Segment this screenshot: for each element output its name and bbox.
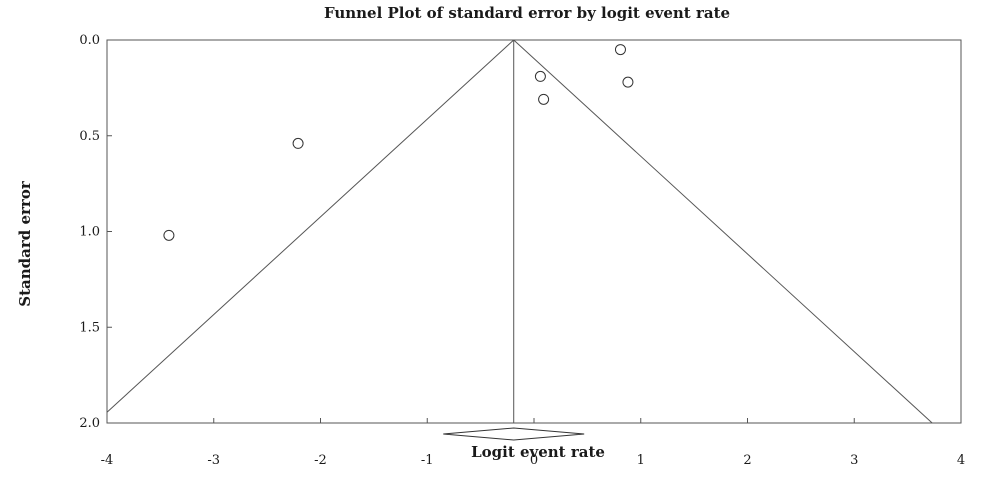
x-tick-label: -1 (421, 453, 434, 468)
study-point (534, 70, 546, 82)
funnel-right-line (513, 39, 933, 424)
study-point (538, 93, 550, 105)
y-tick-label: 2.0 (79, 416, 100, 431)
study-point (163, 229, 175, 241)
y-tick-label: 1.5 (79, 320, 100, 335)
study-point (292, 137, 304, 149)
y-tick-label: 0.5 (79, 129, 100, 144)
x-tick-label: 3 (850, 453, 858, 468)
y-tick-label: 0.0 (79, 33, 100, 48)
x-tick-label: 0 (530, 453, 538, 468)
summary-diamond-group (443, 427, 585, 441)
summary-diamond (443, 427, 585, 441)
x-tick-label: -2 (314, 453, 327, 468)
study-point (614, 44, 626, 56)
y-axis-label: Standard error (16, 180, 34, 307)
x-axis-label: Logit event rate (471, 443, 605, 461)
x-tick-label: 2 (743, 453, 751, 468)
x-tick-label: -4 (101, 453, 114, 468)
x-tick-label: 1 (637, 453, 645, 468)
study-point (622, 76, 634, 88)
y-tick-label: 1.0 (79, 225, 100, 240)
x-tick-label: 4 (957, 453, 965, 468)
x-axis: -4 -3 -2 -1 0 1 2 3 4 (101, 418, 965, 468)
x-tick-label: -3 (207, 453, 220, 468)
chart-title: Funnel Plot of standard error by logit e… (324, 4, 730, 22)
funnel-lines (106, 39, 933, 424)
plot-area-border (106, 39, 962, 424)
y-axis: 0.0 0.5 1.0 1.5 2.0 (79, 33, 112, 431)
study-points (163, 44, 634, 241)
funnel-left-line (106, 39, 515, 413)
